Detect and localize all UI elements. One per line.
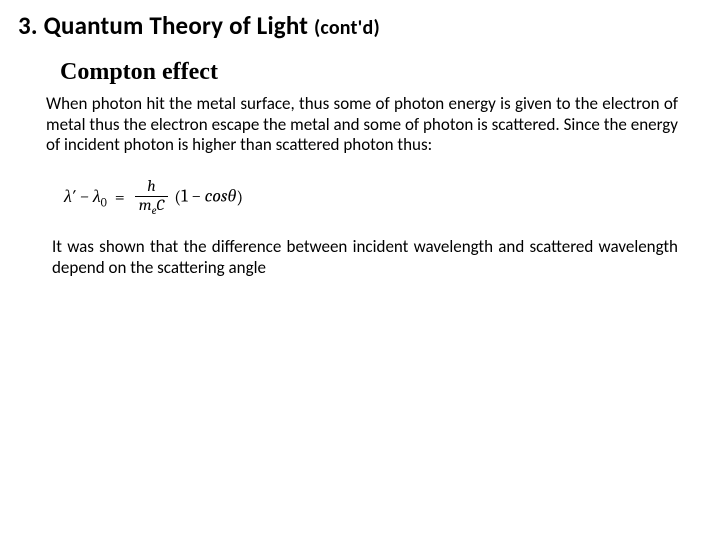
eq-lambda-prime: λ′ [64, 186, 76, 207]
paragraph-2: It was shown that the difference between… [0, 237, 720, 278]
subheading: Compton effect [0, 59, 720, 86]
eq-den-c: C [156, 196, 164, 214]
section-title-main: 3. Quantum Theory of Light [18, 10, 314, 41]
compton-equation: λ′ − λ0 = h meC (1 − cosθ) [0, 178, 720, 217]
eq-theta: θ [227, 186, 236, 207]
eq-denominator: meC [135, 197, 169, 217]
paragraph-1: When photon hit the metal surface, thus … [0, 86, 720, 156]
eq-cos: cos [205, 186, 228, 207]
section-title-contd: (cont'd) [314, 16, 380, 40]
eq-paren-inner: 1 − cosθ [181, 186, 236, 207]
eq-numerator: h [135, 178, 169, 197]
eq-fraction: h meC [135, 178, 169, 217]
eq-lambda0: λ [93, 186, 101, 207]
eq-lhs: λ′ − λ0 [64, 186, 107, 210]
eq-sub0: 0 [101, 195, 107, 209]
eq-paren-close: ) [236, 187, 243, 208]
eq-den-m: m [139, 196, 152, 214]
eq-equals: = [115, 187, 125, 208]
slide-root: 3. Quantum Theory of Light (cont'd) Comp… [0, 0, 720, 540]
eq-minus-1: − [76, 186, 93, 207]
section-title: 3. Quantum Theory of Light (cont'd) [0, 10, 720, 41]
eq-minus-2: − [188, 186, 205, 207]
